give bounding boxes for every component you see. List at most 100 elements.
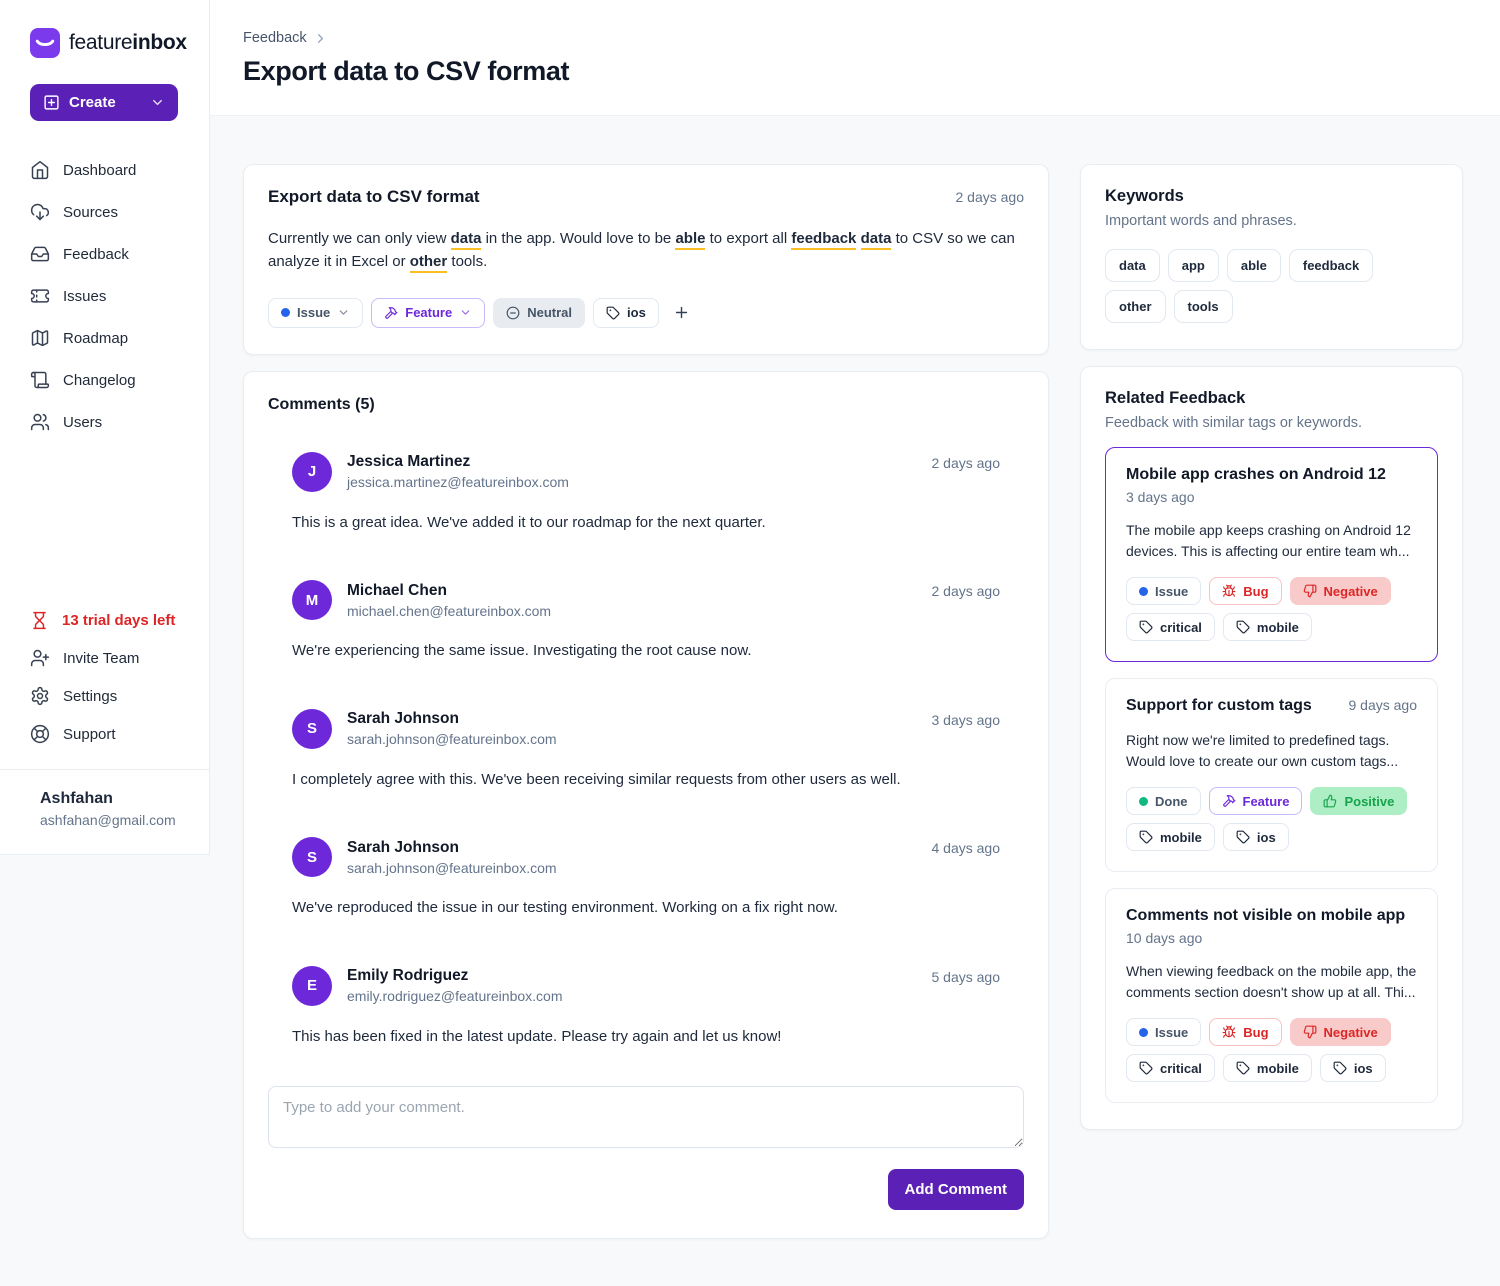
comment-item: E Emily Rodriguez emily.rodriguez@featur… bbox=[292, 965, 1000, 1049]
ticket-icon bbox=[30, 286, 50, 306]
keyword-chip: able bbox=[1226, 249, 1281, 282]
users-icon bbox=[30, 412, 50, 432]
feedback-timestamp: 2 days ago bbox=[955, 189, 1025, 205]
sentiment-pill-positive: Positive bbox=[1310, 787, 1408, 815]
comment-author-name: Sarah Johnson bbox=[347, 838, 459, 856]
chevron-down-icon bbox=[150, 95, 165, 110]
status-pill-issue: Issue bbox=[1126, 577, 1202, 605]
sentiment-pill-negative: Negative bbox=[1289, 577, 1391, 605]
hammer-icon bbox=[384, 306, 398, 320]
keyword-chip: other bbox=[1105, 290, 1166, 323]
category-dropdown-feature[interactable]: Feature bbox=[371, 297, 486, 328]
blue-dot-icon bbox=[1139, 586, 1148, 596]
tag-icon bbox=[606, 306, 620, 320]
related-item-title: Mobile app crashes on Android 12 bbox=[1126, 466, 1386, 483]
sidebar-item-sources[interactable]: Sources bbox=[16, 193, 193, 231]
inbox-icon bbox=[30, 244, 50, 264]
sidebar-item-issues[interactable]: Issues bbox=[16, 277, 193, 315]
comments-card: Comments (5) J Jessica Martinez jessica.… bbox=[243, 370, 1049, 1239]
comment-text: I completely agree with this. We've been… bbox=[292, 770, 901, 788]
comment-text: This is a great idea. We've added it to … bbox=[292, 513, 766, 531]
highlighted-keyword: data bbox=[450, 230, 482, 250]
sidebar-item-label: Issues bbox=[63, 287, 107, 305]
user-profile[interactable]: Ashfahan ashfahan@gmail.com bbox=[16, 770, 193, 854]
comment-text: This has been fixed in the latest update… bbox=[292, 1027, 782, 1045]
sidebar-item-dashboard[interactable]: Dashboard bbox=[16, 151, 193, 189]
avatar: S bbox=[292, 837, 332, 877]
avatar: J bbox=[292, 451, 332, 492]
user-name: Ashfahan bbox=[40, 790, 113, 807]
sidebar-item-support[interactable]: Support bbox=[16, 715, 193, 753]
status-pill-issue: Issue bbox=[1126, 1018, 1202, 1046]
comment-timestamp: 4 days ago bbox=[931, 840, 1001, 856]
app-root: featureinbox Create Dashboard Sources Fe bbox=[0, 0, 1500, 1239]
tag-icon bbox=[1236, 620, 1250, 634]
related-feedback-item[interactable]: Support for custom tags 9 days ago Right… bbox=[1105, 678, 1438, 872]
create-button[interactable]: Create bbox=[30, 84, 178, 121]
highlighted-keyword: data bbox=[860, 230, 892, 250]
sentiment-pill-negative: Negative bbox=[1289, 1018, 1391, 1046]
related-item-title: Support for custom tags bbox=[1126, 697, 1312, 714]
sidebar-item-label: Roadmap bbox=[63, 329, 129, 347]
comment-input[interactable] bbox=[268, 1086, 1024, 1148]
plus-icon bbox=[673, 304, 690, 321]
comment-text: We've reproduced the issue in our testin… bbox=[292, 899, 838, 916]
related-item-tags: Issue Bug Negative critical mobile bbox=[1126, 577, 1417, 641]
bug-icon bbox=[1222, 584, 1236, 598]
brand-logo[interactable]: featureinbox bbox=[16, 28, 193, 58]
related-feedback-item[interactable]: Comments not visible on mobile app 10 da… bbox=[1105, 888, 1438, 1103]
blue-dot-icon bbox=[281, 308, 290, 317]
related-item-timestamp: 3 days ago bbox=[1126, 489, 1195, 505]
tag-pill-critical: critical bbox=[1126, 613, 1215, 641]
trial-days-label: 13 trial days left bbox=[62, 612, 176, 629]
comment-item: S Sarah Johnson sarah.johnson@featureinb… bbox=[292, 837, 1000, 920]
comment-text: We're experiencing the same issue. Inves… bbox=[292, 642, 752, 659]
chevron-down-icon bbox=[337, 306, 350, 319]
comment-author-email: sarah.johnson@featureinbox.com bbox=[347, 859, 557, 876]
breadcrumb-feedback-link[interactable]: Feedback bbox=[243, 30, 307, 46]
sidebar: featureinbox Create Dashboard Sources Fe bbox=[0, 0, 210, 855]
tag-pill-mobile: mobile bbox=[1222, 613, 1312, 641]
keyword-chip: data bbox=[1105, 249, 1160, 282]
sentiment-badge-neutral[interactable]: Neutral bbox=[493, 297, 586, 328]
tag-pill-ios[interactable]: ios bbox=[593, 297, 659, 328]
scroll-icon bbox=[30, 370, 50, 390]
related-feedback-card: Related Feedback Feedback with similar t… bbox=[1080, 366, 1463, 1130]
sidebar-item-users[interactable]: Users bbox=[16, 403, 193, 441]
keyword-chip: tools bbox=[1173, 290, 1233, 323]
related-item-timestamp: 10 days ago bbox=[1126, 930, 1203, 946]
comment-author-email: michael.chen@featureinbox.com bbox=[347, 602, 552, 619]
map-icon bbox=[30, 328, 50, 348]
tag-pill-ios: ios bbox=[1319, 1054, 1386, 1082]
blue-dot-icon bbox=[1139, 1027, 1148, 1037]
related-feedback-item[interactable]: Mobile app crashes on Android 12 3 days … bbox=[1105, 447, 1438, 662]
tag-icon bbox=[1139, 620, 1153, 634]
related-subtitle: Feedback with similar tags or keywords. bbox=[1105, 415, 1363, 431]
keywords-card: Keywords Important words and phrases. da… bbox=[1080, 164, 1463, 350]
thumbs-down-icon bbox=[1303, 584, 1317, 598]
breadcrumb: Feedback bbox=[243, 30, 1460, 46]
add-tag-button[interactable] bbox=[667, 302, 696, 323]
sidebar-item-label: Support bbox=[63, 725, 116, 743]
comment-timestamp: 2 days ago bbox=[931, 583, 1001, 599]
home-icon bbox=[30, 160, 50, 180]
sidebar-item-changelog[interactable]: Changelog bbox=[16, 361, 193, 399]
avatar: S bbox=[292, 708, 332, 749]
sidebar-item-feedback[interactable]: Feedback bbox=[16, 235, 193, 273]
left-column: Export data to CSV format 2 days ago Cur… bbox=[243, 164, 1049, 1239]
comment-timestamp: 2 days ago bbox=[931, 454, 1001, 471]
tag-icon bbox=[1333, 1061, 1347, 1075]
related-item-excerpt: When viewing feedback on the mobile app,… bbox=[1126, 963, 1417, 1000]
add-comment-button[interactable]: Add Comment bbox=[887, 1169, 1024, 1210]
sidebar-item-roadmap[interactable]: Roadmap bbox=[16, 319, 193, 357]
sidebar-item-invite-team[interactable]: Invite Team bbox=[16, 639, 193, 677]
tag-icon bbox=[1236, 830, 1250, 844]
gear-icon bbox=[30, 686, 50, 706]
status-dropdown-issue[interactable]: Issue bbox=[268, 297, 364, 328]
highlighted-keyword: other bbox=[409, 253, 448, 274]
keyword-chip: app bbox=[1167, 249, 1219, 282]
content: Export data to CSV format 2 days ago Cur… bbox=[210, 116, 1500, 1239]
comment-author-name: Jessica Martinez bbox=[347, 453, 471, 470]
keywords-subtitle: Important words and phrases. bbox=[1105, 213, 1297, 229]
sidebar-item-settings[interactable]: Settings bbox=[16, 677, 193, 715]
